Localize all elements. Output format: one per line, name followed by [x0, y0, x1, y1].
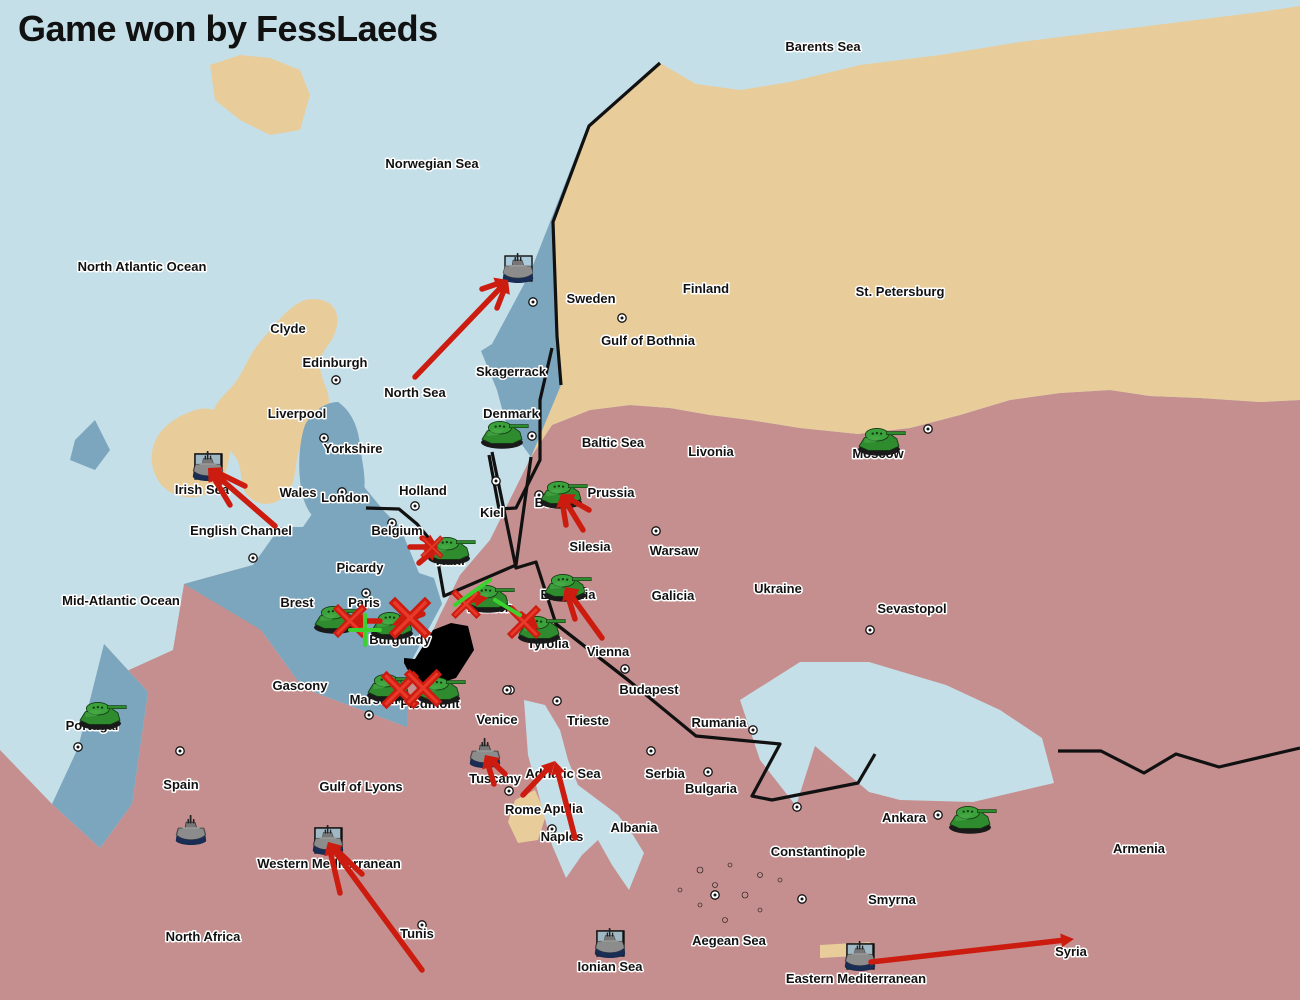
svg-text:Clyde: Clyde: [270, 321, 305, 336]
svg-text:Smyrna: Smyrna: [868, 892, 916, 907]
svg-text:Denmark: Denmark: [483, 406, 539, 421]
svg-text:Venice: Venice: [476, 712, 517, 727]
svg-text:Aegean Sea: Aegean Sea: [692, 933, 766, 948]
svg-text:Kiel: Kiel: [480, 505, 504, 520]
svg-text:Vienna: Vienna: [587, 644, 630, 659]
svg-text:Prussia: Prussia: [588, 485, 636, 500]
svg-text:Syria: Syria: [1055, 944, 1088, 959]
svg-text:Trieste: Trieste: [567, 713, 609, 728]
svg-text:Norwegian Sea: Norwegian Sea: [385, 156, 479, 171]
svg-text:Wales: Wales: [279, 485, 316, 500]
svg-text:London: London: [321, 490, 369, 505]
svg-text:Rumania: Rumania: [692, 715, 748, 730]
svg-text:Armenia: Armenia: [1113, 841, 1166, 856]
svg-text:Galicia: Galicia: [652, 588, 695, 603]
svg-text:Skagerrack: Skagerrack: [476, 364, 547, 379]
svg-text:Mid-Atlantic Ocean: Mid-Atlantic Ocean: [62, 593, 180, 608]
svg-text:North Atlantic Ocean: North Atlantic Ocean: [78, 259, 207, 274]
svg-text:Spain: Spain: [163, 777, 198, 792]
svg-text:Edinburgh: Edinburgh: [303, 355, 368, 370]
svg-text:North Sea: North Sea: [384, 385, 446, 400]
svg-text:Warsaw: Warsaw: [650, 543, 700, 558]
svg-text:Ankara: Ankara: [882, 810, 927, 825]
svg-text:Eastern Mediterranean: Eastern Mediterranean: [786, 971, 926, 986]
svg-text:Gascony: Gascony: [273, 678, 329, 693]
svg-text:Yorkshire: Yorkshire: [323, 441, 382, 456]
svg-text:Silesia: Silesia: [569, 539, 611, 554]
svg-text:Albania: Albania: [611, 820, 659, 835]
svg-text:Sweden: Sweden: [566, 291, 615, 306]
svg-text:Sevastopol: Sevastopol: [877, 601, 946, 616]
svg-text:Holland: Holland: [399, 483, 447, 498]
svg-text:Bulgaria: Bulgaria: [685, 781, 738, 796]
svg-text:Picardy: Picardy: [337, 560, 385, 575]
svg-text:Gulf of Lyons: Gulf of Lyons: [319, 779, 402, 794]
svg-text:Rome: Rome: [505, 802, 541, 817]
svg-text:Belgium: Belgium: [371, 523, 422, 538]
svg-text:Constantinople: Constantinople: [771, 844, 866, 859]
svg-text:Baltic Sea: Baltic Sea: [582, 435, 645, 450]
svg-text:Liverpool: Liverpool: [268, 406, 327, 421]
svg-text:Gulf of Bothnia: Gulf of Bothnia: [601, 333, 696, 348]
svg-text:Tunis: Tunis: [400, 926, 434, 941]
svg-text:Barents Sea: Barents Sea: [785, 39, 861, 54]
svg-text:Brest: Brest: [280, 595, 314, 610]
svg-text:Ionian Sea: Ionian Sea: [577, 959, 643, 974]
svg-text:North Africa: North Africa: [166, 929, 241, 944]
svg-text:Budapest: Budapest: [619, 682, 679, 697]
svg-text:Ukraine: Ukraine: [754, 581, 802, 596]
svg-text:Finland: Finland: [683, 281, 729, 296]
svg-text:Serbia: Serbia: [645, 766, 686, 781]
svg-text:Livonia: Livonia: [688, 444, 734, 459]
svg-text:St. Petersburg: St. Petersburg: [856, 284, 945, 299]
